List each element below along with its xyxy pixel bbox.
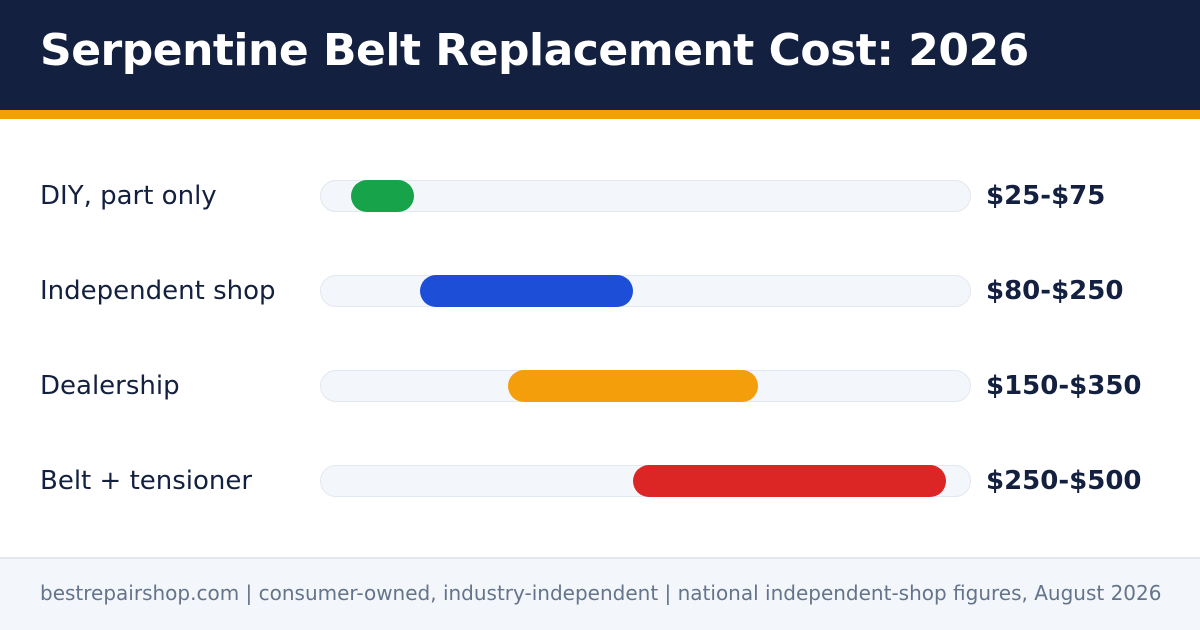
page-title: Serpentine Belt Replacement Cost: 2026	[40, 25, 1029, 76]
category-label: DIY, part only	[40, 181, 217, 211]
range-bar-diy	[351, 180, 414, 212]
category-label: Belt + tensioner	[40, 466, 253, 496]
bar-track	[320, 180, 971, 212]
category-label: Dealership	[40, 371, 180, 401]
cost-range-chart: DIY, part only $25-$75 Independent shop …	[0, 119, 1200, 557]
header-bar: Serpentine Belt Replacement Cost: 2026	[0, 0, 1200, 110]
range-value-label: $25-$75	[986, 181, 1106, 211]
range-value-label: $250-$500	[986, 466, 1142, 496]
category-label: Independent shop	[40, 276, 276, 306]
accent-strip	[0, 110, 1200, 119]
range-bar-dealership	[507, 370, 759, 402]
bar-track	[320, 275, 971, 307]
range-value-label: $150-$350	[986, 371, 1142, 401]
range-value-label: $80-$250	[986, 276, 1124, 306]
chart-row-belt-tensioner: Belt + tensioner $250-$500	[0, 451, 1200, 511]
footer-bar: bestrepairshop.com | consumer-owned, ind…	[0, 557, 1200, 630]
range-bar-independent-shop	[420, 275, 633, 307]
chart-row-independent-shop: Independent shop $80-$250	[0, 261, 1200, 321]
chart-row-dealership: Dealership $150-$350	[0, 356, 1200, 416]
chart-row-diy: DIY, part only $25-$75	[0, 166, 1200, 226]
source-note: bestrepairshop.com | consumer-owned, ind…	[40, 581, 1162, 605]
range-bar-belt-tensioner	[632, 465, 946, 497]
